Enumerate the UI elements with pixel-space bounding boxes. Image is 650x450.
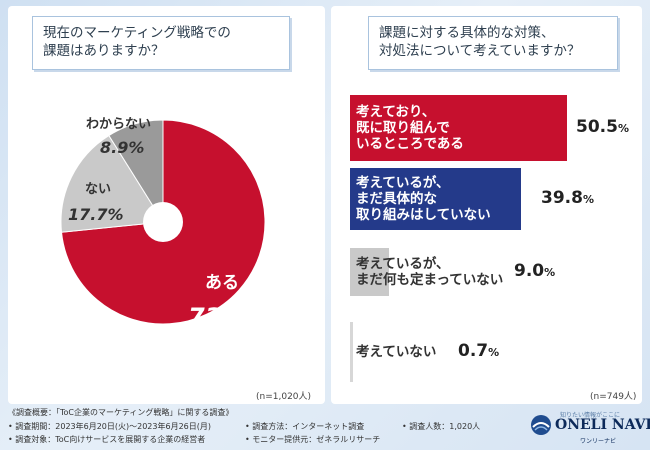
- bar-value-2: 9.0%: [514, 261, 556, 281]
- bar-value-3: 0.7%: [458, 341, 500, 361]
- left-question-box: 現在のマーケティング戦略での 課題はありますか？: [32, 16, 290, 70]
- logo-reading: ワンリーナビ: [580, 438, 617, 445]
- logo-tagline: 知りたい情報がここに: [560, 412, 621, 419]
- bar-3: [350, 322, 353, 382]
- pie-slice-2: [108, 119, 164, 224]
- left-n-label: (n=1,020人): [256, 392, 312, 402]
- survey-method: • 調査方法：インターネット調査: [245, 422, 365, 431]
- survey-monitor: • モニター提供元：ゼネラルリサーチ: [245, 435, 381, 444]
- pie-slice-label-1: ない: [85, 182, 111, 197]
- bar-0: [350, 95, 568, 161]
- right-question-box: 課題に対する具体的な対策、 対処法について考えていますか？: [368, 16, 618, 70]
- pie-slice-value-2: 8.9%: [100, 138, 144, 157]
- bar-label-2: 考えているが、 まだ何も定まっていない: [356, 256, 504, 288]
- pie-slice-value-1: 17.7%: [68, 205, 124, 224]
- bar-label-3: 考えていない: [356, 344, 437, 360]
- survey-period: • 調査期間：2023年6月20日(火)～2023年6月26日(月): [8, 422, 212, 431]
- pie-slice-value-0: 73.4%: [188, 303, 271, 331]
- bar-2: [350, 248, 389, 296]
- bar-label-0: 考えており、 既に取り組んで いるところである: [356, 104, 464, 152]
- survey-count: • 調査人数：1,020人: [402, 422, 481, 431]
- right-n-label: (n=749人): [590, 392, 637, 402]
- right-question-line1: 課題に対する具体的な対策、: [379, 25, 555, 41]
- left-question-line1: 現在のマーケティング戦略での: [43, 25, 231, 41]
- pie-slice-1: [60, 134, 164, 233]
- right-question-line2: 対処法について考えていますか？: [379, 43, 581, 59]
- pie-center-hole: [143, 202, 183, 242]
- bar-value-1: 39.8%: [541, 188, 594, 208]
- footer: 《調査概要：「ToC企業のマーケティング戦略」に関する調査》 • 調査期間：20…: [0, 404, 650, 450]
- pie-slice-label-0: ある: [205, 273, 239, 293]
- pie-slice-label-2: わからない: [86, 117, 151, 132]
- survey-target: • 調査対象：ToC向けサービスを展開する企業の経営者: [8, 435, 206, 444]
- survey-summary: 《調査概要：「ToC企業のマーケティング戦略」に関する調査》: [8, 408, 234, 417]
- bar-value-0: 50.5%: [576, 117, 629, 137]
- bar-label-1: 考えているが、 まだ具体的な 取り組みはしていない: [356, 175, 491, 223]
- left-question-line2: 課題はありますか？: [43, 43, 165, 59]
- logo-emblem-icon: [531, 415, 551, 435]
- pie-chart: ある 73.4% ない 17.7% わからない 8.9%: [60, 117, 271, 331]
- bar-1: [350, 168, 522, 230]
- logo-name: ONELI NAVI: [555, 417, 650, 433]
